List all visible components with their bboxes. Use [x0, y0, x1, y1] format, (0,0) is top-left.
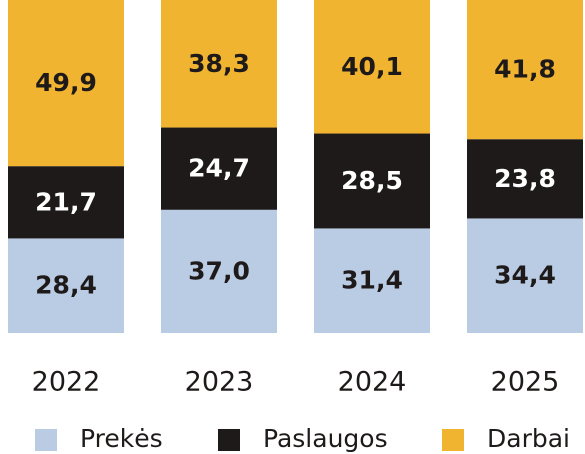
bar-segment [161, 127, 277, 210]
data-label: 31,4 [341, 266, 403, 295]
x-tick-label: 2022 [32, 367, 101, 398]
data-label: 24,7 [188, 154, 250, 183]
legend-label: Prekės [80, 424, 163, 453]
legend-label: Paslaugos [263, 424, 388, 453]
bar-segment [314, 0, 430, 134]
legend-label: Darbai [487, 424, 570, 453]
data-label: 23,8 [494, 164, 556, 193]
bar-segment [161, 209, 277, 333]
data-label: 21,7 [35, 187, 97, 216]
data-label: 37,0 [188, 256, 250, 285]
data-label: 49,9 [35, 68, 97, 97]
bar-segment [8, 238, 124, 333]
x-tick-label: 2025 [491, 367, 560, 398]
bar-segment [8, 0, 124, 167]
legend-swatch [218, 429, 240, 451]
bar-segment [467, 139, 583, 219]
data-label: 34,4 [494, 261, 556, 290]
x-tick-label: 2023 [185, 367, 254, 398]
bar-segment [314, 133, 430, 229]
data-label: 40,1 [341, 52, 403, 81]
legend-swatch [442, 429, 464, 451]
x-tick-label: 2024 [338, 367, 407, 398]
data-label: 41,8 [494, 55, 556, 84]
bar-segment [314, 228, 430, 333]
bar-segment [467, 218, 583, 333]
bar-segment [161, 0, 277, 128]
bar-segment [8, 166, 124, 239]
data-label: 28,4 [35, 271, 97, 300]
legend-swatch [35, 429, 57, 451]
data-label: 38,3 [188, 49, 250, 78]
bar-segment [467, 0, 583, 140]
data-label: 28,5 [341, 166, 403, 195]
